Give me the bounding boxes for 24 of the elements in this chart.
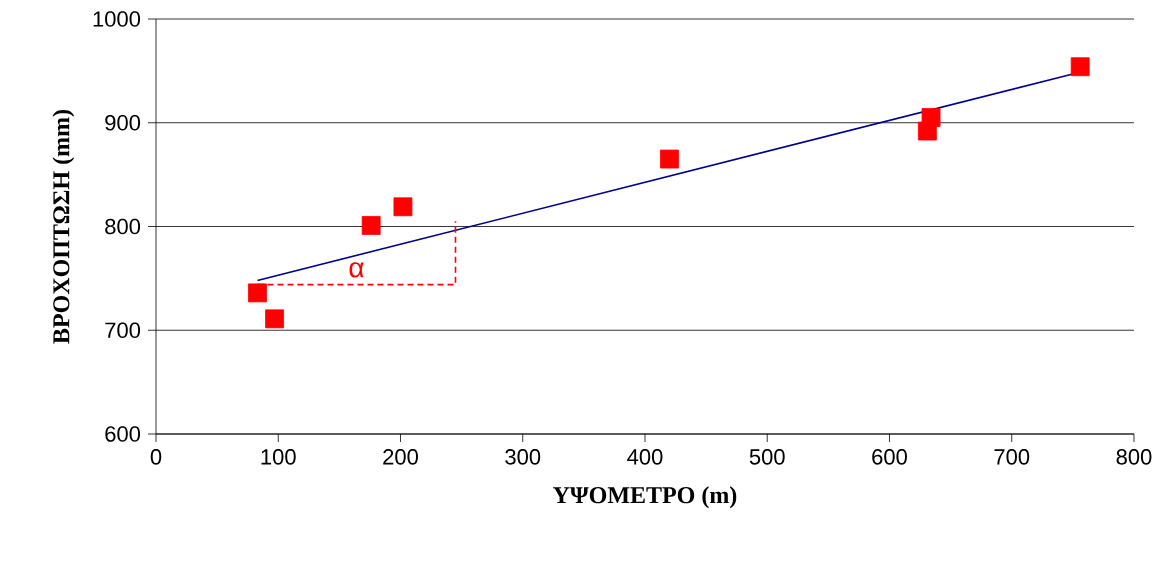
y-tick-label: 900	[105, 114, 141, 131]
y-tick-label: 700	[105, 322, 141, 339]
x-tick-label: 600	[872, 449, 907, 465]
point	[248, 283, 267, 303]
point	[393, 197, 413, 217]
x-axis-title: ΥΨΟΜΕΤΡΟ (m)	[553, 486, 737, 509]
x-tick-label: 200	[383, 449, 418, 465]
x-tick-label: 300	[505, 449, 541, 465]
x-tick-label: 100	[261, 449, 296, 465]
y-axis-title: ΒΡΟΧΟΠΤΩΣΗ (mm)	[52, 109, 75, 344]
x-tick-label: 400	[627, 449, 663, 465]
x-tick-label: 500	[749, 449, 785, 465]
x-tick-label: 700	[994, 449, 1030, 465]
x-tick-label: 0	[150, 449, 162, 465]
point	[660, 149, 679, 169]
y-tick-label: 600	[105, 426, 141, 442]
y-tick-label: 800	[105, 218, 141, 235]
point	[921, 108, 941, 127]
x-tick-label: 800	[1116, 449, 1152, 465]
y-tick-label: 1000	[93, 11, 141, 27]
point	[265, 309, 284, 329]
point	[361, 216, 381, 235]
annotation: α	[349, 262, 364, 278]
point	[1070, 57, 1090, 77]
